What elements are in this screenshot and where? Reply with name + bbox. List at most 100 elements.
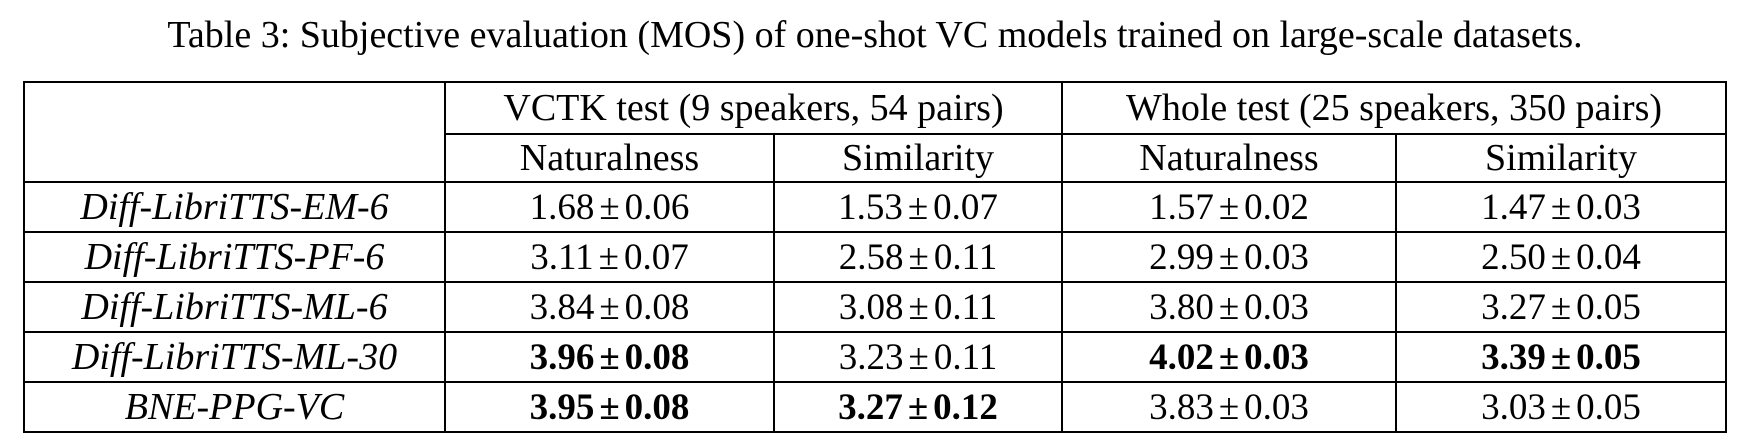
score-mean: 1.47 — [1481, 187, 1546, 228]
score-cell-whole-similarity: 3.27 ±0.05 — [1394, 281, 1728, 333]
score-cell-whole-naturalness: 1.57 ±0.02 — [1061, 181, 1397, 233]
score-value: 3.96 ±0.08 — [530, 337, 690, 378]
plus-minus-sign: ± — [908, 287, 929, 328]
plus-minus-sign: ± — [599, 337, 620, 378]
score-std: 0.07 — [933, 187, 998, 228]
score-mean: 1.68 — [529, 187, 595, 228]
score-mean: 3.27 — [838, 387, 903, 428]
score-std: 0.03 — [1576, 187, 1641, 228]
score-std: 0.08 — [624, 387, 690, 428]
score-mean: 3.27 — [1481, 287, 1546, 328]
plus-minus-sign: ± — [1218, 287, 1240, 328]
subheader-vctk-naturalness: Naturalness — [444, 133, 775, 183]
header-row-metrics: Naturalness Similarity Naturalness Simil… — [24, 133, 1728, 183]
score-cell-vctk-naturalness: 3.11 ±0.07 — [444, 231, 775, 283]
score-value: 3.83 ±0.03 — [1149, 387, 1309, 428]
subheader-whole-naturalness: Naturalness — [1061, 133, 1397, 183]
score-mean: 3.80 — [1149, 287, 1214, 328]
score-std: 0.11 — [933, 237, 998, 278]
plus-minus-sign: ± — [1550, 387, 1572, 428]
score-std: 0.08 — [624, 287, 690, 328]
plus-minus-sign: ± — [599, 187, 620, 228]
score-cell-vctk-similarity: 1.53 ±0.07 — [773, 181, 1063, 233]
plus-minus-sign: ± — [599, 387, 620, 428]
score-mean: 3.23 — [838, 337, 904, 378]
score-mean: 2.50 — [1481, 237, 1546, 278]
score-mean: 3.84 — [529, 287, 595, 328]
subheader-whole-similarity: Similarity — [1394, 133, 1728, 183]
model-name-cell: Diff-LibriTTS-EM-6 — [23, 181, 446, 233]
score-mean: 3.95 — [529, 387, 595, 428]
score-mean: 2.99 — [1149, 237, 1214, 278]
score-value: 3.84 ±0.08 — [530, 287, 690, 328]
model-name-cell: Diff-LibriTTS-ML-30 — [23, 331, 446, 383]
score-std: 0.05 — [1576, 287, 1641, 328]
plus-minus-sign: ± — [598, 237, 619, 278]
score-value: 3.39 ±0.05 — [1481, 337, 1641, 378]
table-body: VCTK test (9 speakers, 54 pairs) Whole t… — [23, 81, 1728, 433]
score-mean: 3.83 — [1149, 387, 1214, 428]
mos-results-table: VCTK test (9 speakers, 54 pairs) Whole t… — [23, 81, 1728, 433]
plus-minus-sign: ± — [1218, 187, 1240, 228]
plus-minus-sign: ± — [908, 237, 929, 278]
model-name-cell: BNE-PPG-VC — [23, 381, 446, 433]
model-name-cell: Diff-LibriTTS-PF-6 — [23, 231, 446, 283]
score-mean: 3.03 — [1481, 387, 1546, 428]
score-cell-whole-naturalness: 4.02 ±0.03 — [1061, 331, 1397, 383]
score-value: 3.11 ±0.07 — [530, 237, 688, 278]
score-cell-whole-similarity: 3.39 ±0.05 — [1394, 331, 1728, 383]
score-value: 1.68 ±0.06 — [530, 187, 690, 228]
score-mean: 1.53 — [838, 187, 903, 228]
plus-minus-sign: ± — [1550, 337, 1572, 378]
score-cell-vctk-naturalness: 3.96 ±0.08 — [444, 331, 775, 383]
score-cell-vctk-similarity: 3.23 ±0.11 — [773, 331, 1063, 383]
score-std: 0.11 — [933, 337, 998, 378]
score-value: 1.53 ±0.07 — [838, 187, 998, 228]
score-cell-vctk-similarity: 2.58 ±0.11 — [773, 231, 1063, 283]
score-std: 0.03 — [1244, 287, 1309, 328]
score-mean: 3.08 — [838, 287, 904, 328]
score-std: 0.03 — [1244, 237, 1309, 278]
subheader-vctk-similarity: Similarity — [773, 133, 1063, 183]
score-std: 0.02 — [1244, 187, 1309, 228]
table-row: BNE-PPG-VC 3.95 ±0.08 3.27 ±0.12 3.83 ±0.03 3.0… — [23, 381, 1728, 433]
plus-minus-sign: ± — [599, 287, 620, 328]
plus-minus-sign: ± — [1218, 387, 1240, 428]
table-row: Diff-LibriTTS-ML-30 3.96 ±0.08 3.23 ±0.11 4.0… — [23, 331, 1728, 383]
table-row: Diff-LibriTTS-EM-6 1.68 ±0.06 1.53 ±0.07 1.57… — [23, 181, 1728, 233]
header-corner-empty — [23, 81, 446, 183]
score-std: 0.05 — [1576, 387, 1641, 428]
plus-minus-sign: ± — [907, 387, 929, 428]
score-value: 3.08 ±0.11 — [839, 287, 997, 328]
score-cell-whole-naturalness: 3.80 ±0.03 — [1061, 281, 1397, 333]
model-name-cell: Diff-LibriTTS-ML-6 — [23, 281, 446, 333]
score-value: 1.57 ±0.02 — [1149, 187, 1309, 228]
score-std: 0.07 — [623, 237, 689, 278]
score-value: 3.23 ±0.11 — [839, 337, 997, 378]
table-caption: Table 3: Subjective evaluation (MOS) of … — [167, 14, 1583, 56]
score-cell-vctk-naturalness: 1.68 ±0.06 — [444, 181, 775, 233]
score-std: 0.03 — [1244, 337, 1309, 378]
score-std: 0.03 — [1244, 387, 1309, 428]
group-header-whole-test: Whole test (25 speakers, 350 pairs) — [1060, 81, 1728, 135]
score-value: 3.03 ±0.05 — [1481, 387, 1641, 428]
table-row: Diff-LibriTTS-PF-6 3.11 ±0.07 2.58 ±0.11 2.99… — [23, 231, 1728, 283]
score-value: 2.50 ±0.04 — [1481, 237, 1641, 278]
group-header-vctk-test: VCTK test (9 speakers, 54 pairs) — [444, 81, 1063, 135]
score-mean: 4.02 — [1149, 337, 1214, 378]
score-value: 4.02 ±0.03 — [1149, 337, 1309, 378]
score-std: 0.12 — [933, 387, 998, 428]
table-row: Diff-LibriTTS-ML-6 3.84 ±0.08 3.08 ±0.11 3.80… — [23, 281, 1728, 333]
score-cell-whole-naturalness: 3.83 ±0.03 — [1061, 381, 1397, 433]
score-cell-whole-similarity: 2.50 ±0.04 — [1394, 231, 1728, 283]
score-cell-whole-similarity: 1.47 ±0.03 — [1394, 181, 1728, 233]
score-std: 0.06 — [624, 187, 690, 228]
plus-minus-sign: ± — [1550, 187, 1572, 228]
plus-minus-sign: ± — [1218, 237, 1240, 278]
plus-minus-sign: ± — [908, 337, 929, 378]
score-mean: 2.58 — [838, 237, 904, 278]
score-cell-whole-naturalness: 2.99 ±0.03 — [1061, 231, 1397, 283]
score-cell-vctk-similarity: 3.27 ±0.12 — [773, 381, 1063, 433]
plus-minus-sign: ± — [1550, 287, 1572, 328]
score-mean: 3.39 — [1481, 337, 1546, 378]
